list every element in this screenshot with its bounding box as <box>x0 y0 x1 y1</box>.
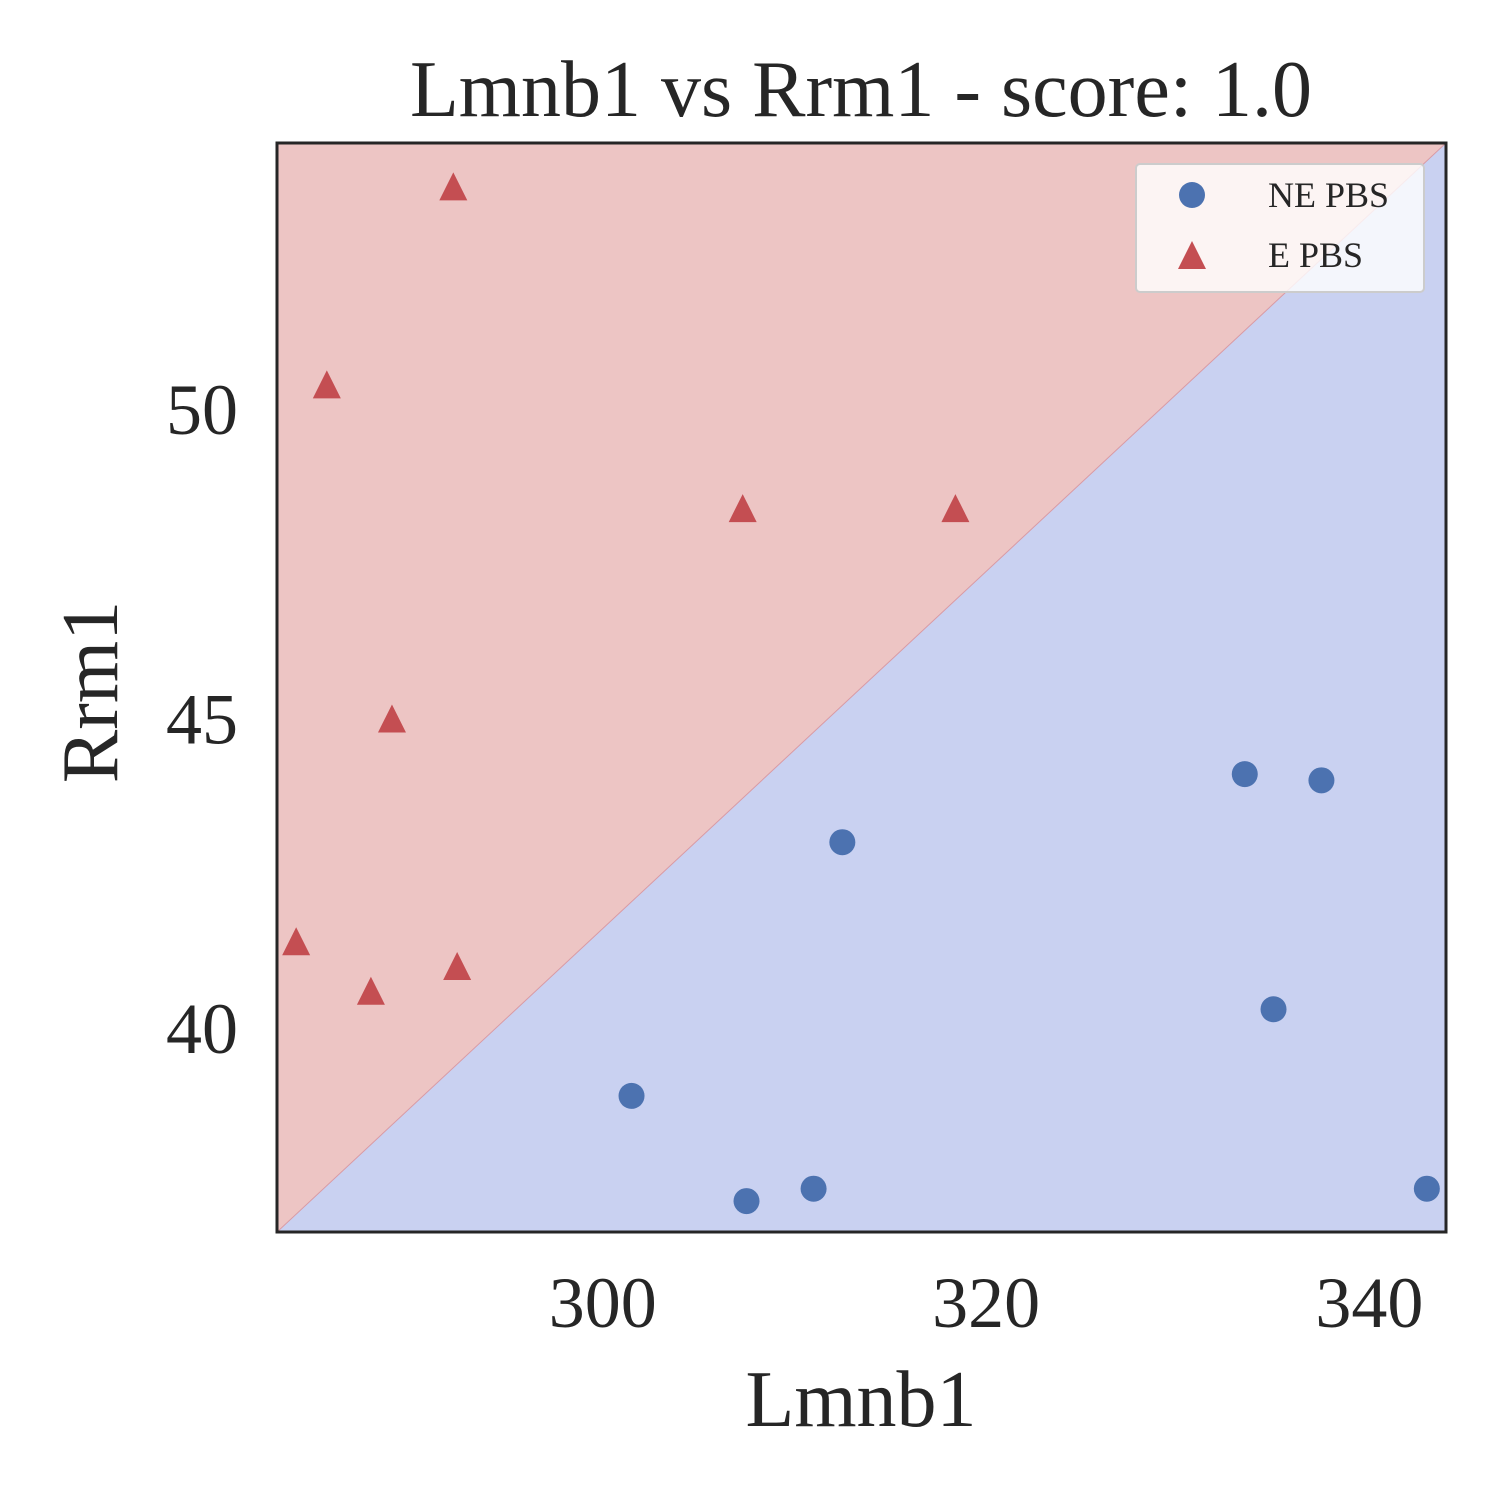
legend-marker-e-pbs <box>1178 241 1206 269</box>
legend-marker-ne-pbs <box>1179 182 1205 208</box>
y-axis-label: Rrm1 <box>47 601 135 783</box>
y-tick-label: 50 <box>166 370 238 450</box>
point-ne-pbs <box>1413 1175 1440 1202</box>
point-e-pbs <box>443 951 472 980</box>
legend-label: NE PBS <box>1268 175 1389 215</box>
point-e-pbs <box>439 172 468 201</box>
point-e-pbs <box>377 704 406 733</box>
point-e-pbs <box>941 494 970 523</box>
decision-regions <box>277 143 1446 1232</box>
y-tick-label: 40 <box>166 989 238 1069</box>
data-points <box>282 172 1440 1215</box>
point-ne-pbs <box>1260 996 1287 1023</box>
point-e-pbs <box>312 370 341 399</box>
point-e-pbs <box>282 927 311 956</box>
x-tick-label: 300 <box>549 1263 657 1343</box>
point-ne-pbs <box>829 829 856 856</box>
point-e-pbs <box>356 976 385 1005</box>
point-ne-pbs <box>733 1188 760 1215</box>
point-e-pbs <box>728 494 757 523</box>
legend-box <box>1135 163 1425 293</box>
point-ne-pbs <box>1231 761 1258 788</box>
x-tick-label: 340 <box>1315 1263 1423 1343</box>
legend: NE PBS E PBS <box>1135 163 1425 293</box>
y-tick-label: 45 <box>166 679 238 759</box>
x-tick-label: 320 <box>932 1263 1040 1343</box>
chart-title: Lmnb1 vs Rrm1 - score: 1.0 <box>410 46 1312 134</box>
point-ne-pbs <box>1308 767 1335 794</box>
decision-boundary-line <box>277 143 1446 1232</box>
legend-label: E PBS <box>1268 235 1363 275</box>
plot-frame <box>275 141 1448 1234</box>
point-ne-pbs <box>618 1082 645 1109</box>
x-axis-ticks: 300 320 340 <box>549 1263 1424 1343</box>
x-axis-label: Lmnb1 <box>745 1356 976 1444</box>
point-ne-pbs <box>800 1175 827 1202</box>
y-axis-ticks: 40 45 50 <box>166 370 238 1069</box>
